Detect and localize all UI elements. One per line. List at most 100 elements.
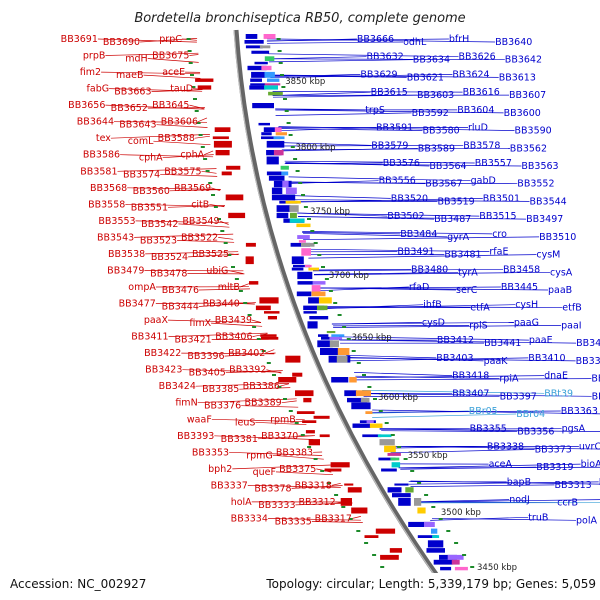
gene-label-right: BB3603	[417, 90, 454, 101]
color-band-segment	[355, 390, 371, 397]
gene-label-left: ubiG	[206, 266, 228, 277]
tick-mark-left	[313, 458, 318, 460]
right-feature-block	[263, 127, 279, 132]
connector-line-left	[239, 283, 250, 288]
gene-label-right: dnaE	[544, 371, 568, 382]
gene-label-left: BB3402	[228, 348, 265, 359]
tick-mark-left	[205, 170, 210, 172]
gene-label-left: maeB	[116, 70, 143, 81]
gene-label-right: BB3640	[495, 37, 532, 48]
gene-label-left: BB3312	[298, 497, 335, 508]
connector-line-left	[177, 240, 235, 243]
left-feature-block	[308, 439, 320, 446]
connector-line-left	[197, 398, 297, 404]
left-feature-block	[375, 528, 396, 534]
gene-label-right: BB3480	[411, 264, 448, 275]
tick-mark-left	[372, 554, 377, 556]
gene-label-left: BB3588	[158, 133, 195, 144]
connector-line-right	[302, 232, 401, 235]
gene-label-right: rfaD	[409, 282, 429, 293]
scale-labels: 3850 kbp 3800 kbp 3750 kbp 3700 kbp 3650 kbp…	[285, 77, 517, 573]
tick-mark-left	[220, 230, 225, 232]
right-feature-block	[276, 205, 291, 212]
connector-line-right	[298, 216, 527, 220]
left-feature-block	[340, 498, 352, 506]
right-feature-block	[303, 311, 317, 314]
gene-label-right: gyrA	[447, 232, 470, 243]
gene-label-right: BB3578	[463, 140, 500, 151]
connector-line-right	[398, 463, 581, 469]
connector-line-right	[293, 199, 530, 202]
tick-mark-left	[213, 206, 218, 208]
tick-mark-left	[364, 542, 369, 544]
left-feature-block	[228, 212, 246, 219]
connector-line-right	[312, 268, 412, 271]
connector-line-right	[338, 336, 529, 341]
connector-line-left	[211, 187, 221, 192]
color-band-segment	[301, 242, 315, 247]
tick-mark-right	[307, 218, 311, 220]
right-feature-block	[251, 50, 270, 54]
gene-label-left: BB3376	[204, 401, 241, 412]
gene-label-right: BB3579	[371, 140, 408, 151]
tick-mark-left	[380, 566, 385, 568]
backbone-highlight	[233, 29, 439, 581]
connector-line-right	[390, 449, 535, 454]
connector-line-right	[355, 375, 500, 379]
left-feature-block	[305, 430, 315, 434]
right-feature-block	[291, 256, 304, 265]
connector-line-left	[265, 349, 275, 354]
color-band-segment	[377, 434, 392, 438]
gene-label-right: BB3562	[510, 143, 547, 154]
gene-label-left: BB3551	[131, 202, 168, 213]
gene-label-left: comL	[128, 136, 154, 147]
connector-line-right	[302, 231, 493, 235]
tick-mark-left	[211, 194, 215, 196]
connector-line-left	[198, 288, 251, 291]
tick-mark-right	[356, 362, 361, 364]
scale-label: 3500 kbp	[441, 508, 481, 518]
right-feature-block	[261, 132, 272, 136]
gene-label-right: BBt39	[544, 388, 573, 399]
gene-label-left: cphA	[180, 150, 204, 161]
gene-label-right: BB3626	[459, 52, 496, 63]
gene-label-right: paaI	[561, 320, 581, 331]
tick-mark-left	[187, 50, 192, 52]
connector-line-right	[372, 409, 600, 415]
color-band-segment	[290, 212, 297, 219]
gene-label-left: tex	[96, 133, 111, 144]
connector-line-right	[267, 38, 496, 43]
connector-line-right	[292, 195, 391, 199]
color-band-segment	[379, 439, 395, 446]
connector-line-right	[331, 322, 514, 325]
gene-label-right: cro	[492, 229, 507, 240]
right-feature-block	[271, 194, 296, 201]
right-feature-block	[408, 521, 432, 527]
right-feature-block	[290, 242, 310, 247]
gene-label-left: waaF	[187, 414, 212, 425]
left-feature-block	[261, 336, 279, 340]
gene-label-right: BB3355	[470, 424, 507, 435]
gene-label-left: tauD	[170, 84, 193, 95]
left-feature-block	[380, 554, 399, 560]
connector-line-right	[272, 91, 371, 96]
connector-line-left	[105, 52, 199, 56]
tick-mark-right	[278, 62, 283, 64]
tick-mark-right	[284, 110, 289, 112]
tick-mark-right	[362, 374, 366, 376]
tick-mark-right	[417, 482, 422, 484]
connector-line-left	[155, 302, 255, 304]
gene-label-left: mltB	[218, 282, 240, 293]
gene-label-left: BB3375	[279, 464, 316, 475]
gene-label-right: BB3510	[539, 232, 576, 243]
left-feature-block	[214, 127, 231, 132]
gene-label-left: queF	[253, 467, 276, 478]
left-feature-block	[364, 535, 379, 538]
color-band-segment	[285, 200, 301, 204]
gene-label-right: BB3629	[360, 69, 397, 80]
connector-line-left	[168, 332, 268, 337]
gene-label-right: BB3441	[484, 338, 521, 349]
gene-label-right: rfaE	[489, 247, 508, 258]
connector-line-left	[279, 383, 289, 387]
connector-line-right	[326, 306, 563, 309]
